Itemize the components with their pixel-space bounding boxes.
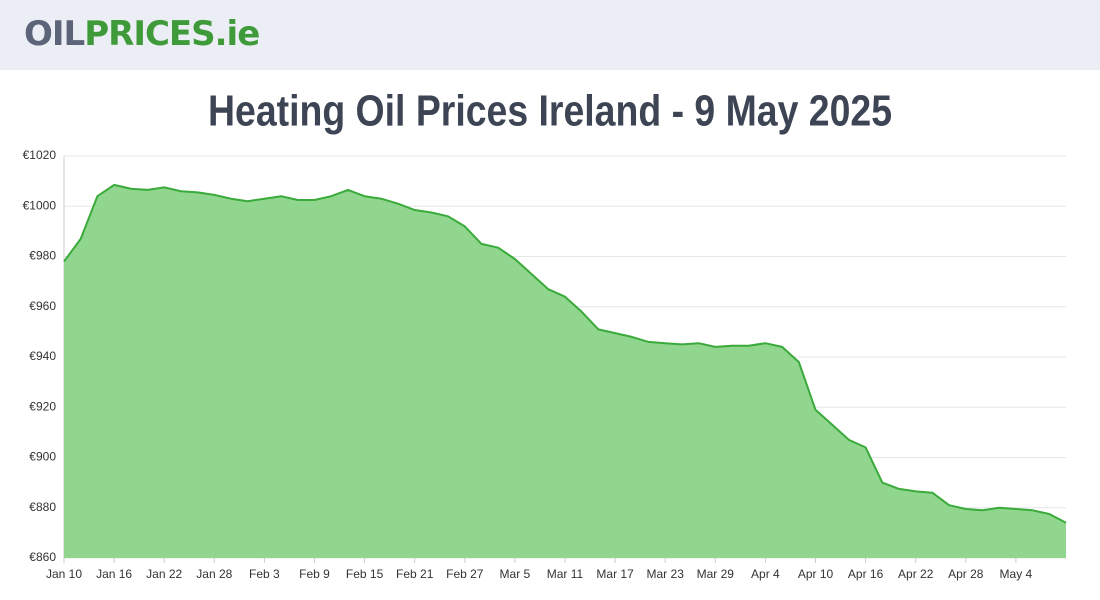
y-tick-label: €960 (29, 299, 56, 313)
logo-part: OIL (24, 14, 85, 54)
y-tick-label: €980 (29, 249, 56, 263)
x-tick-label: Feb 9 (299, 567, 330, 581)
y-tick-label: €1020 (23, 148, 57, 162)
x-tick-label: Feb 21 (396, 567, 434, 581)
x-tick-label: Mar 5 (500, 567, 531, 581)
chart-title: Heating Oil Prices Ireland - 9 May 2025 (208, 87, 892, 136)
y-tick-label: €920 (29, 399, 56, 413)
x-tick-label: Feb 27 (446, 567, 484, 581)
logo-part: PRICES.ie (84, 14, 260, 54)
x-tick-label: Feb 15 (346, 567, 384, 581)
x-tick-label: Jan 28 (196, 567, 232, 581)
chart: Heating Oil Prices Ireland - 9 May 2025 … (23, 87, 1067, 581)
x-tick-label: Jan 22 (146, 567, 182, 581)
x-tick-label: Jan 16 (96, 567, 132, 581)
x-tick-label: May 4 (1000, 567, 1033, 581)
x-tick-label: Mar 29 (697, 567, 735, 581)
x-tick-label: Feb 3 (249, 567, 280, 581)
y-tick-label: €900 (29, 450, 56, 464)
x-tick-label: Apr 22 (898, 567, 934, 581)
x-tick-label: Mar 23 (647, 567, 685, 581)
x-tick-label: Apr 28 (948, 567, 984, 581)
y-tick-label: €1000 (23, 198, 57, 212)
x-tick-label: Mar 11 (547, 567, 584, 581)
area (64, 184, 1066, 558)
logo[interactable]: OILPRICES.ie (24, 14, 260, 54)
x-tick-label: Mar 17 (596, 567, 634, 581)
y-tick-label: €860 (29, 550, 56, 564)
line (63, 183, 1067, 524)
y-tick-label: €880 (29, 500, 56, 514)
y-tick-label: €940 (29, 349, 56, 363)
x-tick-label: Apr 10 (798, 567, 834, 581)
header: OILPRICES.ie (0, 0, 1100, 70)
x-tick-label: Apr 16 (848, 567, 884, 581)
x-tick-label: Jan 10 (46, 567, 82, 581)
x-tick-label: Apr 4 (751, 567, 780, 581)
